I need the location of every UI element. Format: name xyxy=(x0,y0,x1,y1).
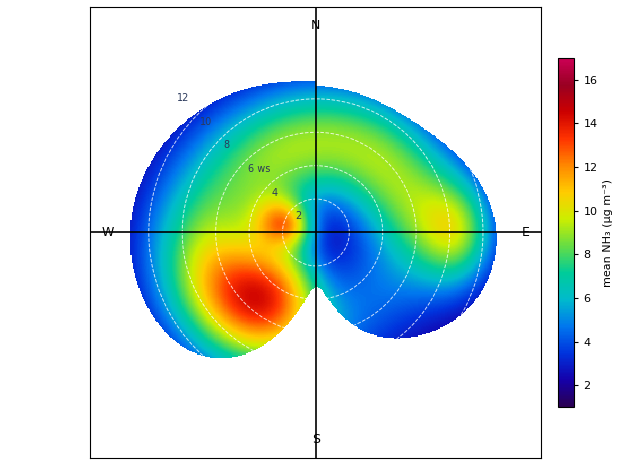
Text: 12: 12 xyxy=(177,93,189,103)
Text: 4: 4 xyxy=(271,188,277,198)
Y-axis label: mean NH₃ (μg m⁻³): mean NH₃ (μg m⁻³) xyxy=(603,179,613,286)
Text: N: N xyxy=(311,19,321,32)
Text: 6 ws: 6 ws xyxy=(247,164,270,174)
Text: 2: 2 xyxy=(294,212,301,221)
Text: W: W xyxy=(102,226,115,239)
Text: S: S xyxy=(312,433,320,446)
Text: 10: 10 xyxy=(200,117,213,127)
Text: 8: 8 xyxy=(224,140,230,151)
Text: E: E xyxy=(522,226,529,239)
